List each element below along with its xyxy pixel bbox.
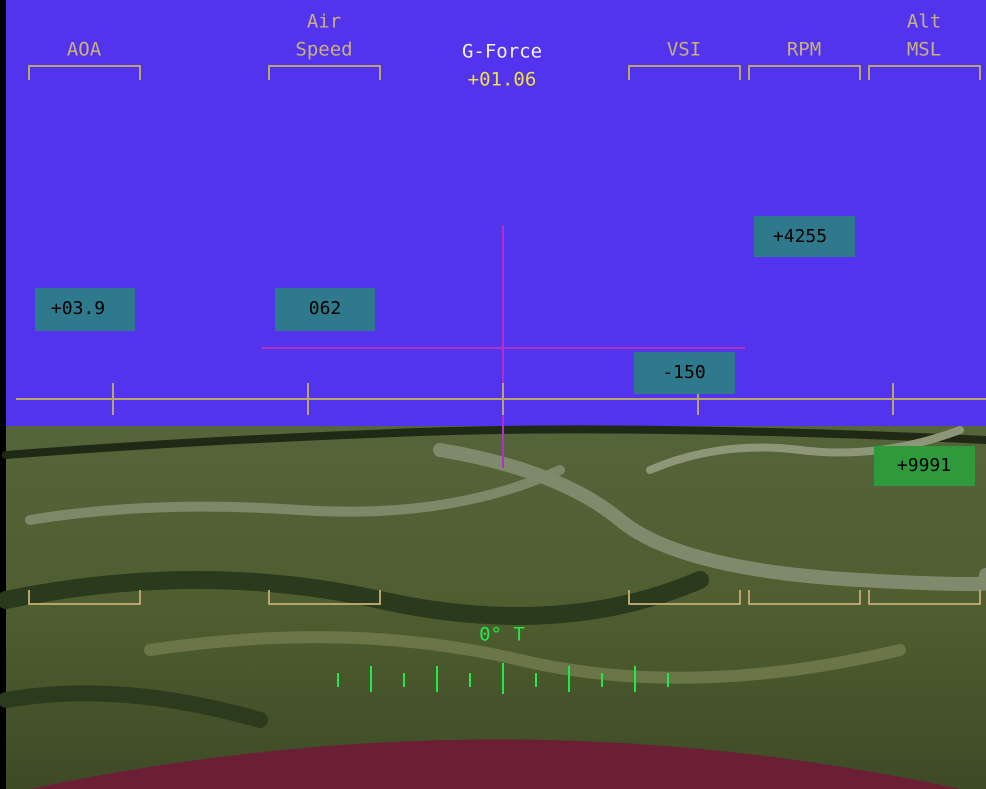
label: RPM (787, 39, 821, 61)
aircraft-nose (30, 739, 960, 789)
label: AOA (67, 39, 102, 61)
sky (6, 0, 986, 426)
label: MSL (907, 39, 941, 61)
brackets (28, 65, 981, 605)
readout: +9991 (897, 455, 951, 476)
bracket-airspeed (268, 65, 381, 605)
label: Air (307, 11, 341, 33)
readout-box (754, 216, 855, 257)
g-force-label: G-Force (462, 41, 542, 63)
readouts: +03.9 062 -150 +4255 +9991 (35, 216, 975, 486)
bracket-aoa (28, 65, 141, 605)
g-force-value: +01.06 (468, 69, 537, 91)
readout-box (874, 446, 975, 486)
label: Speed (295, 39, 352, 61)
label: Alt (907, 11, 941, 33)
readout-box (35, 288, 135, 331)
bracket-vsi (628, 65, 741, 605)
bracket-rpm (748, 65, 861, 605)
heading-label: 0° T (479, 624, 525, 646)
crosshair (262, 225, 745, 468)
horizon-line (16, 383, 986, 415)
readout-box (634, 352, 735, 394)
terrain-detail (0, 425, 986, 728)
readout-box (275, 288, 375, 331)
readout: -150 (662, 362, 705, 383)
heading-scale (337, 663, 669, 694)
label: VSI (667, 39, 701, 61)
readout: +4255 (773, 226, 827, 247)
readout: +03.9 (51, 298, 105, 319)
instrument-labels: AOA Air Speed VSI RPM Alt MSL (67, 11, 941, 61)
readout: 062 (309, 298, 342, 319)
bracket-alt (868, 65, 981, 605)
